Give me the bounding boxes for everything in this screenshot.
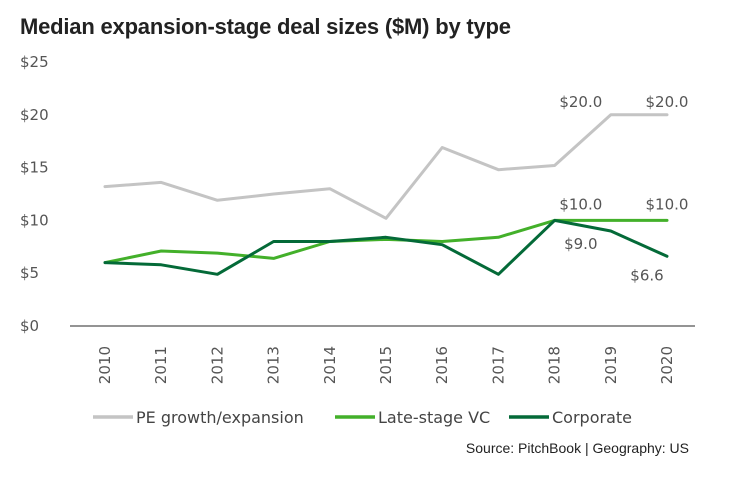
y-tick-label: $15 bbox=[20, 159, 49, 177]
source-note: Source: PitchBook | Geography: US bbox=[465, 440, 689, 456]
data-label: $20.0 bbox=[559, 93, 602, 111]
x-tick-label: 2020 bbox=[658, 346, 676, 384]
x-tick-label: 2013 bbox=[265, 346, 283, 384]
legend-label: Corporate bbox=[552, 408, 632, 427]
x-tick-label: 2014 bbox=[321, 346, 339, 384]
x-tick-label: 2011 bbox=[152, 346, 170, 384]
legend: PE growth/expansion Late-stage VC Corporat… bbox=[93, 408, 632, 427]
x-tick-label: 2016 bbox=[433, 346, 451, 384]
x-tick-label: 2012 bbox=[208, 346, 226, 384]
data-label: $6.6 bbox=[630, 266, 663, 284]
series-lines bbox=[103, 113, 669, 276]
y-tick-label: $25 bbox=[20, 53, 49, 71]
data-label: $20.0 bbox=[646, 93, 689, 111]
data-label: $10.0 bbox=[646, 195, 689, 213]
x-tick-label: 2018 bbox=[546, 346, 564, 384]
x-tick-label: 2017 bbox=[489, 346, 507, 384]
legend-label: Late-stage VC bbox=[378, 408, 490, 427]
chart-title: Median expansion-stage deal sizes ($M) b… bbox=[20, 14, 511, 39]
y-tick-label: $10 bbox=[20, 211, 49, 229]
series-line-1 bbox=[103, 218, 669, 265]
y-tick-label: $0 bbox=[20, 317, 39, 335]
data-label: $9.0 bbox=[564, 235, 597, 253]
series-line-0 bbox=[103, 113, 669, 220]
x-tick-label: 2015 bbox=[377, 346, 395, 384]
legend-label: PE growth/expansion bbox=[136, 408, 304, 427]
y-tick-label: $20 bbox=[20, 106, 49, 124]
data-labels: $20.0 $20.0 $10.0 $10.0 $9.0 $6.6 bbox=[559, 93, 688, 285]
y-axis: $0 $5 $10 $15 $20 $25 bbox=[20, 53, 49, 335]
series-line-2 bbox=[103, 218, 669, 276]
y-tick-label: $5 bbox=[20, 264, 39, 282]
x-axis: 2010 2011 2012 2013 2014 2015 2016 2017 2018 2019… bbox=[70, 325, 695, 384]
data-label: $10.0 bbox=[559, 195, 602, 213]
x-tick-label: 2019 bbox=[602, 346, 620, 384]
x-tick-label: 2010 bbox=[96, 346, 114, 384]
